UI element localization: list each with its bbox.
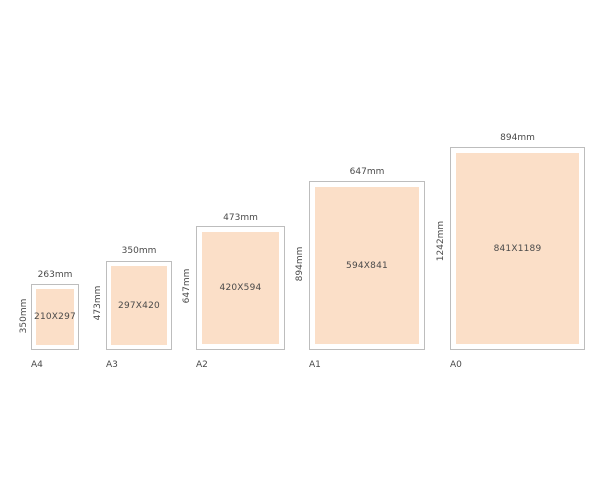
a1-frame-width-label: 647mm (349, 167, 385, 177)
a2-paper: 420X594 (202, 232, 279, 344)
a0-frame-height-label: 1242mm (436, 220, 446, 262)
a4-frame-width-label: 263mm (37, 270, 73, 280)
a4-frame: 210X297 (31, 284, 79, 350)
a4-frame-height-label: 350mm (19, 298, 29, 334)
a3-size-name: A3 (106, 360, 118, 370)
a1-frame: 594X841 (309, 181, 425, 350)
a0-size-name: A0 (450, 360, 462, 370)
a1-size-name: A1 (309, 360, 321, 370)
a2-frame-width-label: 473mm (223, 213, 258, 223)
a3-frame: 297X420 (106, 261, 172, 350)
a2-frame-height-label: 647mm (182, 268, 192, 304)
a3-frame-width-label: 350mm (121, 246, 157, 256)
a0-frame-width-label: 894mm (500, 133, 535, 143)
a2-frame: 420X594 (196, 226, 285, 350)
a3-frame-height-label: 473mm (93, 285, 103, 321)
a4-size-name: A4 (31, 360, 43, 370)
a3-paper: 297X420 (111, 266, 167, 345)
a0-paper: 841X1189 (456, 153, 579, 344)
a2-size-name: A2 (196, 360, 208, 370)
a0-frame: 841X1189 (450, 147, 585, 350)
a4-paper: 210X297 (34, 289, 76, 345)
a1-frame-height-label: 894mm (295, 246, 305, 282)
a1-paper: 594X841 (315, 187, 419, 344)
